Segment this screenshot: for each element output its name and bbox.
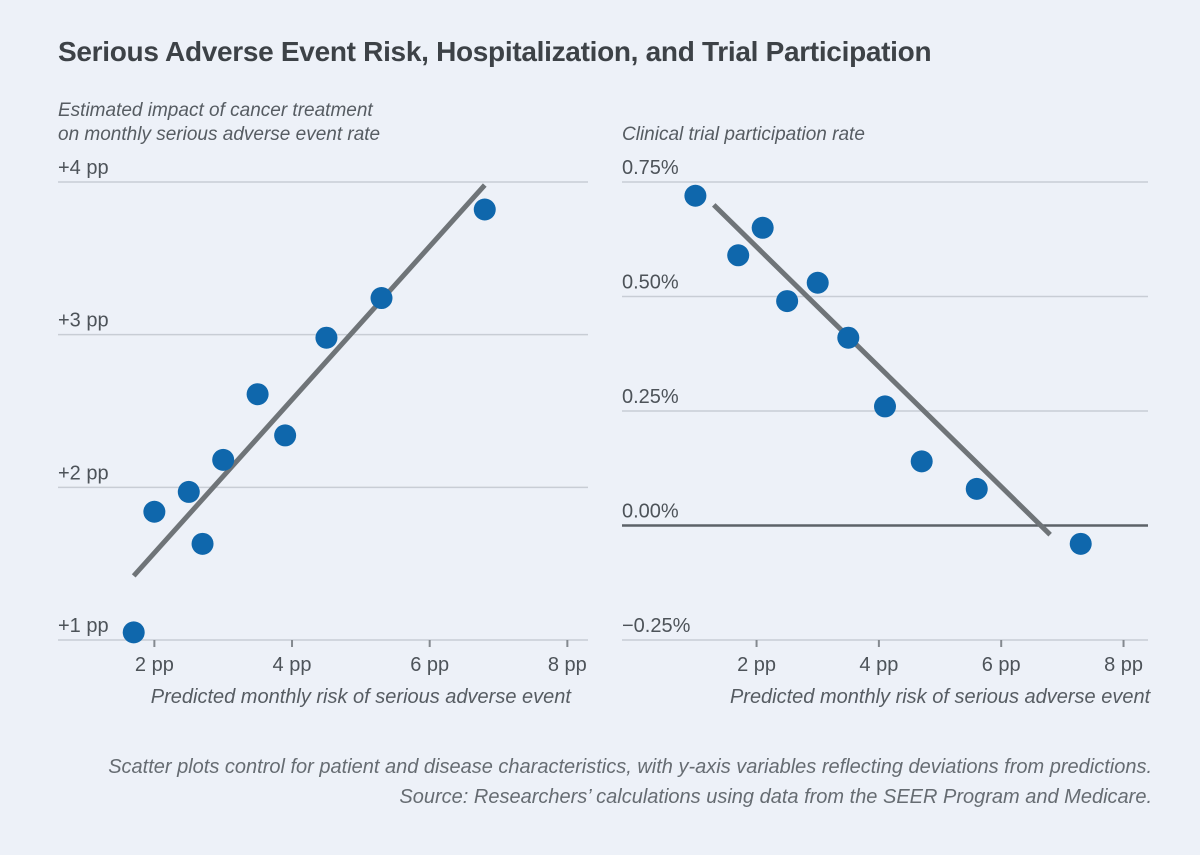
y-tick-label: 0.00% xyxy=(622,501,679,523)
scatter-point xyxy=(370,287,393,310)
scatter-point xyxy=(1069,532,1092,555)
scatter-point xyxy=(212,448,235,471)
y-tick-label: 0.25% xyxy=(622,386,679,408)
footnote-line2: Source: Researchers’ calculations using … xyxy=(399,786,1152,808)
footnote-line1: Scatter plots control for patient and di… xyxy=(108,756,1152,778)
x-tick-label: 2 pp xyxy=(737,654,776,676)
scatter-point xyxy=(473,198,496,221)
left-y-axis-title-line1: Estimated impact of cancer treatment xyxy=(58,100,373,121)
right-chart-plot: −0.25% 0.00% 0.25% 0.50% 0.75% 2 pp 4 pp 6 pp 8 … xyxy=(622,157,1152,708)
figure-title: Serious Adverse Event Risk, Hospitalizat… xyxy=(58,36,932,67)
scatter-point xyxy=(246,383,269,406)
x-axis-title: Predicted monthly risk of serious advers… xyxy=(151,686,573,708)
left-chart: Estimated impact of cancer treatment on … xyxy=(58,97,588,717)
trend-line xyxy=(131,183,487,578)
scatter-point xyxy=(965,477,988,500)
scatter-point xyxy=(910,450,933,473)
scatter-point xyxy=(191,532,214,555)
right-y-axis-title-line1: Clinical trial participation rate xyxy=(622,124,865,145)
right-y-axis-title: Clinical trial participation rate xyxy=(622,97,1148,147)
x-tick-label: 8 pp xyxy=(548,654,587,676)
y-tick-label: +4 pp xyxy=(58,157,109,179)
x-axis-title: Predicted monthly risk of serious advers… xyxy=(730,686,1152,708)
x-tick-label: 6 pp xyxy=(410,654,449,676)
scatter-point xyxy=(122,621,145,644)
scatter-point xyxy=(274,424,297,447)
x-tick-label: 6 pp xyxy=(982,654,1021,676)
footnote: Scatter plots control for patient and di… xyxy=(108,752,1152,812)
y-tick-label: 0.50% xyxy=(622,272,679,294)
x-tick-label: 4 pp xyxy=(859,654,898,676)
left-chart-plot: +1 pp +2 pp +3 pp +4 pp 2 pp 4 pp 6 pp 8 pp Pred… xyxy=(58,157,588,708)
x-tick-label: 2 pp xyxy=(135,654,174,676)
scatter-point xyxy=(727,244,750,267)
y-tick-label: +1 pp xyxy=(58,615,109,637)
scatter-point xyxy=(684,184,707,207)
y-tick-label: +2 pp xyxy=(58,462,109,484)
left-y-axis-title: Estimated impact of cancer treatment on … xyxy=(58,97,588,147)
right-chart: Clinical trial participation rate −0.25%… xyxy=(622,97,1152,717)
scatter-point xyxy=(776,290,799,313)
scatter-point xyxy=(177,480,200,503)
scatter-point xyxy=(751,216,774,239)
y-tick-label: 0.75% xyxy=(622,157,679,179)
scatter-point xyxy=(143,500,166,523)
scatter-point xyxy=(874,395,896,418)
y-tick-label: −0.25% xyxy=(622,615,691,637)
trend-line xyxy=(711,203,1052,537)
y-tick-label: +3 pp xyxy=(58,310,109,332)
x-tick-label: 4 pp xyxy=(273,654,312,676)
scatter-point xyxy=(806,271,829,294)
x-tick-label: 8 pp xyxy=(1104,654,1143,676)
left-y-axis-title-line2: on monthly serious adverse event rate xyxy=(58,124,381,145)
scatter-point xyxy=(315,326,338,349)
scatter-point xyxy=(837,326,860,349)
